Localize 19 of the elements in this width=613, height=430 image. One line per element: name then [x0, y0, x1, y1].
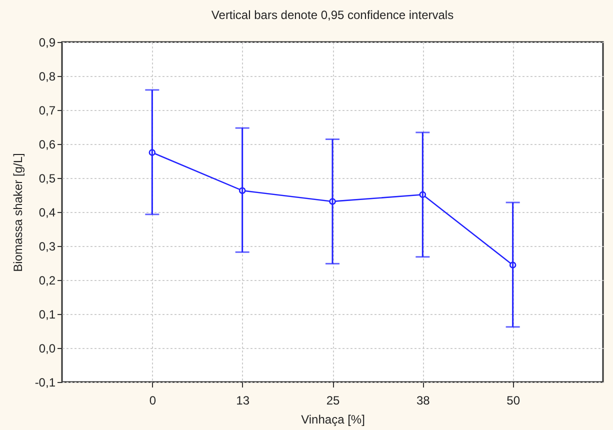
y-tick-label: 0,6 — [38, 138, 56, 152]
x-tick-label: 38 — [416, 394, 430, 408]
chart-title: Vertical bars denote 0,95 confidence intervals — [211, 8, 454, 22]
y-tick-label: 0,7 — [38, 104, 56, 118]
y-tick-label: 0,5 — [38, 172, 56, 186]
y-tick-label: -0,1 — [34, 376, 56, 390]
y-tick-label: 0,1 — [38, 308, 56, 322]
y-tick-label: 0,9 — [38, 36, 56, 50]
y-tick-label: 0,3 — [38, 240, 56, 254]
y-tick-label: 0,2 — [38, 274, 56, 288]
x-tick-label: 25 — [326, 394, 340, 408]
y-tick-label: 0,8 — [38, 70, 56, 84]
x-tick-label: 13 — [236, 394, 250, 408]
y-axis-title: Biomassa shaker [g/L] — [10, 153, 25, 272]
y-tick-label: 0,4 — [38, 206, 56, 220]
x-tick-label: 0 — [149, 394, 156, 408]
x-tick-label: 50 — [506, 394, 520, 408]
x-axis-title: Vinhaça [%] — [301, 412, 365, 426]
y-tick-label: 0,0 — [38, 342, 56, 356]
